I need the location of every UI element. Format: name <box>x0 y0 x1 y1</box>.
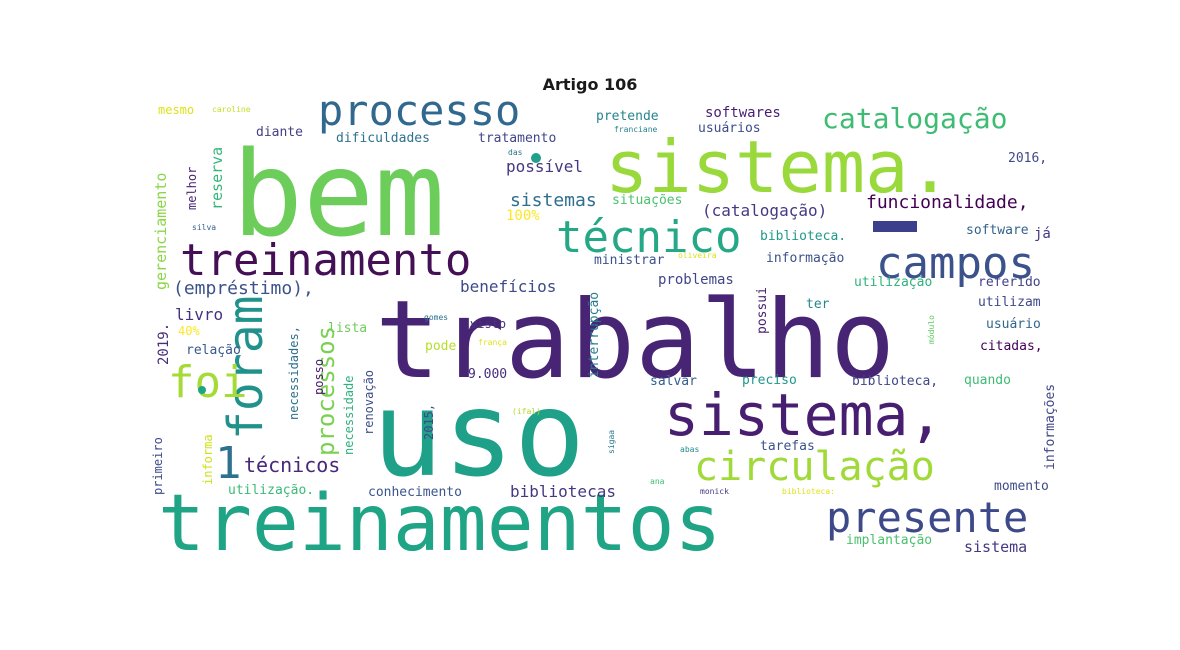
word-pretende: pretende <box>596 109 659 124</box>
word-silva: silva <box>192 223 216 232</box>
word-dificuldades: dificuldades <box>336 131 430 146</box>
word-tecnico: técnico <box>556 212 741 263</box>
word-uso: uso <box>372 365 585 503</box>
word-tratamento: tratamento <box>478 131 556 146</box>
word-modulo: módulo <box>926 315 936 344</box>
word-biblioteca-dot: biblioteca. <box>760 229 846 244</box>
word-informacoes: informações <box>1043 384 1058 470</box>
word-usuarios: usuários <box>698 121 761 136</box>
word-sistema-dot: sistema. <box>605 125 952 209</box>
word-ter: ter <box>806 297 830 312</box>
word-possivel: possível <box>506 157 583 176</box>
chart-title: Artigo 106 <box>542 75 638 94</box>
word-necessidade: necessidade <box>342 376 356 455</box>
word-melhor: melhor <box>185 167 199 210</box>
word-referido: referido <box>978 275 1041 290</box>
word-40: 40% <box>178 324 200 338</box>
word-lista: lista <box>328 321 367 336</box>
word-mesmo: mesmo <box>158 103 194 117</box>
word-usuario: usuário <box>986 317 1041 332</box>
word-diante: diante <box>256 125 303 140</box>
word-relacao: relação <box>186 343 241 358</box>
word-2019: 2019. <box>156 323 172 365</box>
word-oliveira: oliveira <box>678 251 717 260</box>
word-bem: bem <box>232 125 445 263</box>
word-pode: pode <box>425 339 456 354</box>
word-funcionalidade: funcionalidade, <box>866 192 1029 213</box>
word-implantacao: implantação <box>846 533 932 548</box>
word-ifal: (ifal) <box>512 407 541 416</box>
word-reserva: reserva <box>208 147 226 210</box>
word-monick: monick <box>700 487 729 496</box>
word-trabalho: trabalho <box>375 278 895 403</box>
word-ministrar: ministrar <box>594 253 665 268</box>
word-renovacao: renovação <box>362 370 376 435</box>
word-processo: processo <box>318 98 520 135</box>
word-utilizam: utilizam <box>978 295 1041 310</box>
word-primeiro: primeiro <box>152 437 165 495</box>
word-informa: informa <box>201 434 215 485</box>
word-treinamento: treinamento <box>180 235 471 286</box>
word-catalogacao-paren: (catalogação) <box>702 201 827 220</box>
word-2016: 2016, <box>1008 151 1047 166</box>
word-franca: frança <box>478 338 507 347</box>
word-2015: 2015, <box>422 404 436 440</box>
word-momento: momento <box>994 479 1049 494</box>
word-salvar: salvar <box>650 374 697 389</box>
word-interrupcao: interrupção <box>587 292 602 378</box>
word-tarefas: tarefas <box>760 439 815 454</box>
word-preciso: preciso <box>742 373 797 388</box>
word-campos: campos <box>876 238 1035 289</box>
word-biblioteca-colon: biblioteca: <box>782 487 835 496</box>
word-situacoes: situações <box>612 193 682 208</box>
word-utilizacao-dot: utilização. <box>228 483 314 498</box>
word-abas: abas <box>680 445 699 454</box>
word-posso: posso <box>312 359 326 395</box>
word-software: software <box>966 223 1029 238</box>
word-franciane: franciane <box>614 125 658 134</box>
word-informacao: informação <box>766 251 844 266</box>
word-visto: visto <box>470 317 506 331</box>
word-softwares: softwares <box>705 105 781 121</box>
word-treinamentos: treinamentos <box>158 479 722 569</box>
word-foram: foram <box>218 296 274 441</box>
word-cloud: bem sistema. trabalho uso treinamentos p… <box>152 98 1058 569</box>
word-1: 1 <box>215 438 242 489</box>
word-fragment-dot-1 <box>531 153 541 163</box>
word-das: das <box>508 148 523 157</box>
word-gerenciamento: gerenciamento <box>152 173 170 290</box>
word-biblioteca-comma: biblioteca, <box>852 374 938 389</box>
word-caroline: caroline <box>212 105 251 114</box>
word-necessidades: necessidades, <box>287 326 301 420</box>
word-sistema: sistema <box>964 538 1027 556</box>
word-citadas: citadas, <box>980 339 1043 354</box>
word-tecnicos: técnicos <box>244 453 340 477</box>
word-circulacao: circulação <box>694 444 935 490</box>
word-bibliotecas: bibliotecas <box>510 482 616 501</box>
word-ja: já <box>1034 226 1051 242</box>
word-sigaa: sigaa <box>607 430 616 454</box>
word-emprestimo: (empréstimo), <box>173 278 314 299</box>
word-gomes: gomes <box>424 313 448 322</box>
word-livro: livro <box>175 305 223 324</box>
word-conhecimento: conhecimento <box>368 485 462 500</box>
word-100: 100% <box>506 208 540 224</box>
word-processos: processos <box>312 326 340 456</box>
word-fragment-dot-2 <box>198 386 206 394</box>
word-fragment-bar <box>873 221 917 232</box>
word-presente: presente <box>826 493 1028 542</box>
word-ana: ana <box>650 477 665 486</box>
word-sistemas: sistemas <box>510 190 597 211</box>
word-foi: foi <box>168 357 247 408</box>
word-possui: possui <box>755 287 770 334</box>
word-beneficios: benefícios <box>460 277 556 296</box>
word-sistema-comma: sistema, <box>664 381 943 449</box>
word-quando: quando <box>964 373 1011 388</box>
word-problemas: problemas <box>658 272 734 288</box>
word-9000: 9.000 <box>468 367 507 382</box>
word-catalogacao: catalogação <box>822 102 1007 135</box>
word-utilizacao: utilização <box>854 275 932 290</box>
